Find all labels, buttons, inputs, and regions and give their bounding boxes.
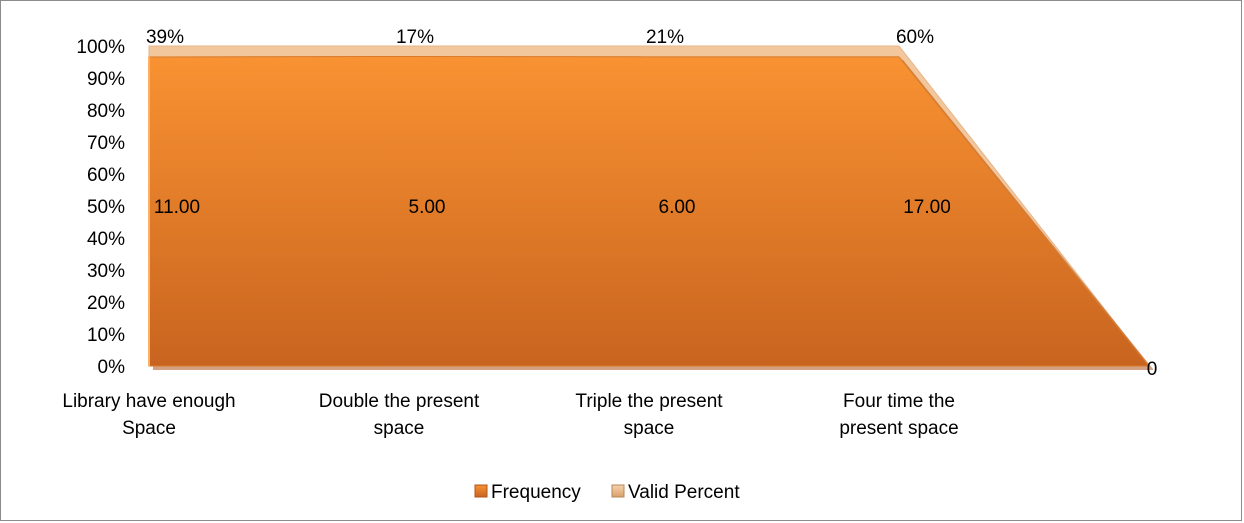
y-tick-label: 50%: [87, 197, 125, 218]
x-category-label-line: Double the present: [319, 391, 480, 412]
valid-percent-data-label: 0: [1147, 359, 1158, 380]
y-tick-label: 20%: [87, 293, 125, 314]
legend-label: Frequency: [491, 482, 581, 503]
legend-swatch: [611, 484, 625, 498]
legend: Frequency Valid Percent: [474, 482, 740, 503]
x-category-label-line: Four time the: [843, 391, 955, 412]
frequency-data-label: 6.00: [659, 197, 696, 218]
x-axis: Library have enough Space Double the prese…: [62, 391, 958, 439]
x-category-label: Library have enough Space: [62, 391, 235, 439]
x-category-label-line: present space: [839, 418, 958, 439]
frequency-data-label: 5.00: [409, 197, 446, 218]
valid-percent-data-label: 21%: [646, 27, 684, 48]
x-category-label-line: Triple the present: [575, 391, 723, 412]
legend-item-valid-percent: Valid Percent: [611, 482, 740, 503]
y-tick-label: 30%: [87, 261, 125, 282]
y-axis: 0% 10% 20% 30% 40% 50% 60% 70% 80% 90% 100%: [76, 37, 125, 378]
y-tick-label: 10%: [87, 325, 125, 346]
x-category-label: Triple the present space: [575, 391, 723, 439]
legend-swatch: [474, 484, 488, 498]
y-tick-label: 80%: [87, 101, 125, 122]
data-labels: 11.00 5.00 6.00 17.00 39% 17% 21% 60% 0: [146, 27, 1157, 380]
x-category-label: Double the present space: [319, 391, 480, 439]
plot-area: [148, 45, 1153, 370]
valid-percent-data-label: 60%: [896, 27, 934, 48]
y-tick-label: 0%: [98, 357, 126, 378]
legend-item-frequency: Frequency: [474, 482, 581, 503]
valid-percent-data-label: 39%: [146, 27, 184, 48]
y-tick-label: 70%: [87, 133, 125, 154]
x-category-label-line: Library have enough: [62, 391, 235, 412]
y-tick-label: 60%: [87, 165, 125, 186]
x-category-label-line: Space: [122, 418, 176, 439]
y-tick-label: 40%: [87, 229, 125, 250]
frequency-data-label: 11.00: [154, 197, 200, 218]
frequency-data-label: 17.00: [903, 197, 951, 218]
y-tick-label: 90%: [87, 69, 125, 90]
series-frequency-area: [148, 56, 1151, 367]
legend-label: Valid Percent: [628, 482, 740, 503]
x-category-label-line: space: [374, 418, 425, 439]
x-category-label-line: space: [624, 418, 675, 439]
x-category-label: Four time the present space: [839, 391, 958, 439]
y-tick-label: 100%: [76, 37, 125, 58]
valid-percent-data-label: 17%: [396, 27, 434, 48]
